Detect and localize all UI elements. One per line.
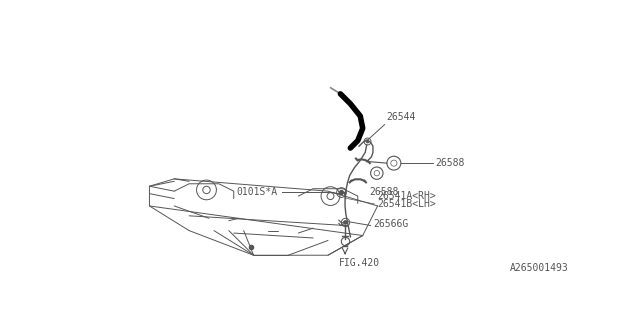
Text: 26541A<RH>: 26541A<RH> bbox=[377, 191, 436, 201]
Text: 26588: 26588 bbox=[369, 187, 399, 197]
Text: 26566G: 26566G bbox=[373, 219, 408, 229]
Text: 0101S*A: 0101S*A bbox=[237, 188, 278, 197]
Text: FIG.420: FIG.420 bbox=[339, 258, 380, 268]
Text: 26544: 26544 bbox=[386, 112, 415, 122]
Text: A265001493: A265001493 bbox=[509, 263, 568, 273]
Text: 26588: 26588 bbox=[435, 158, 465, 168]
Text: 26541B<LH>: 26541B<LH> bbox=[377, 199, 436, 209]
